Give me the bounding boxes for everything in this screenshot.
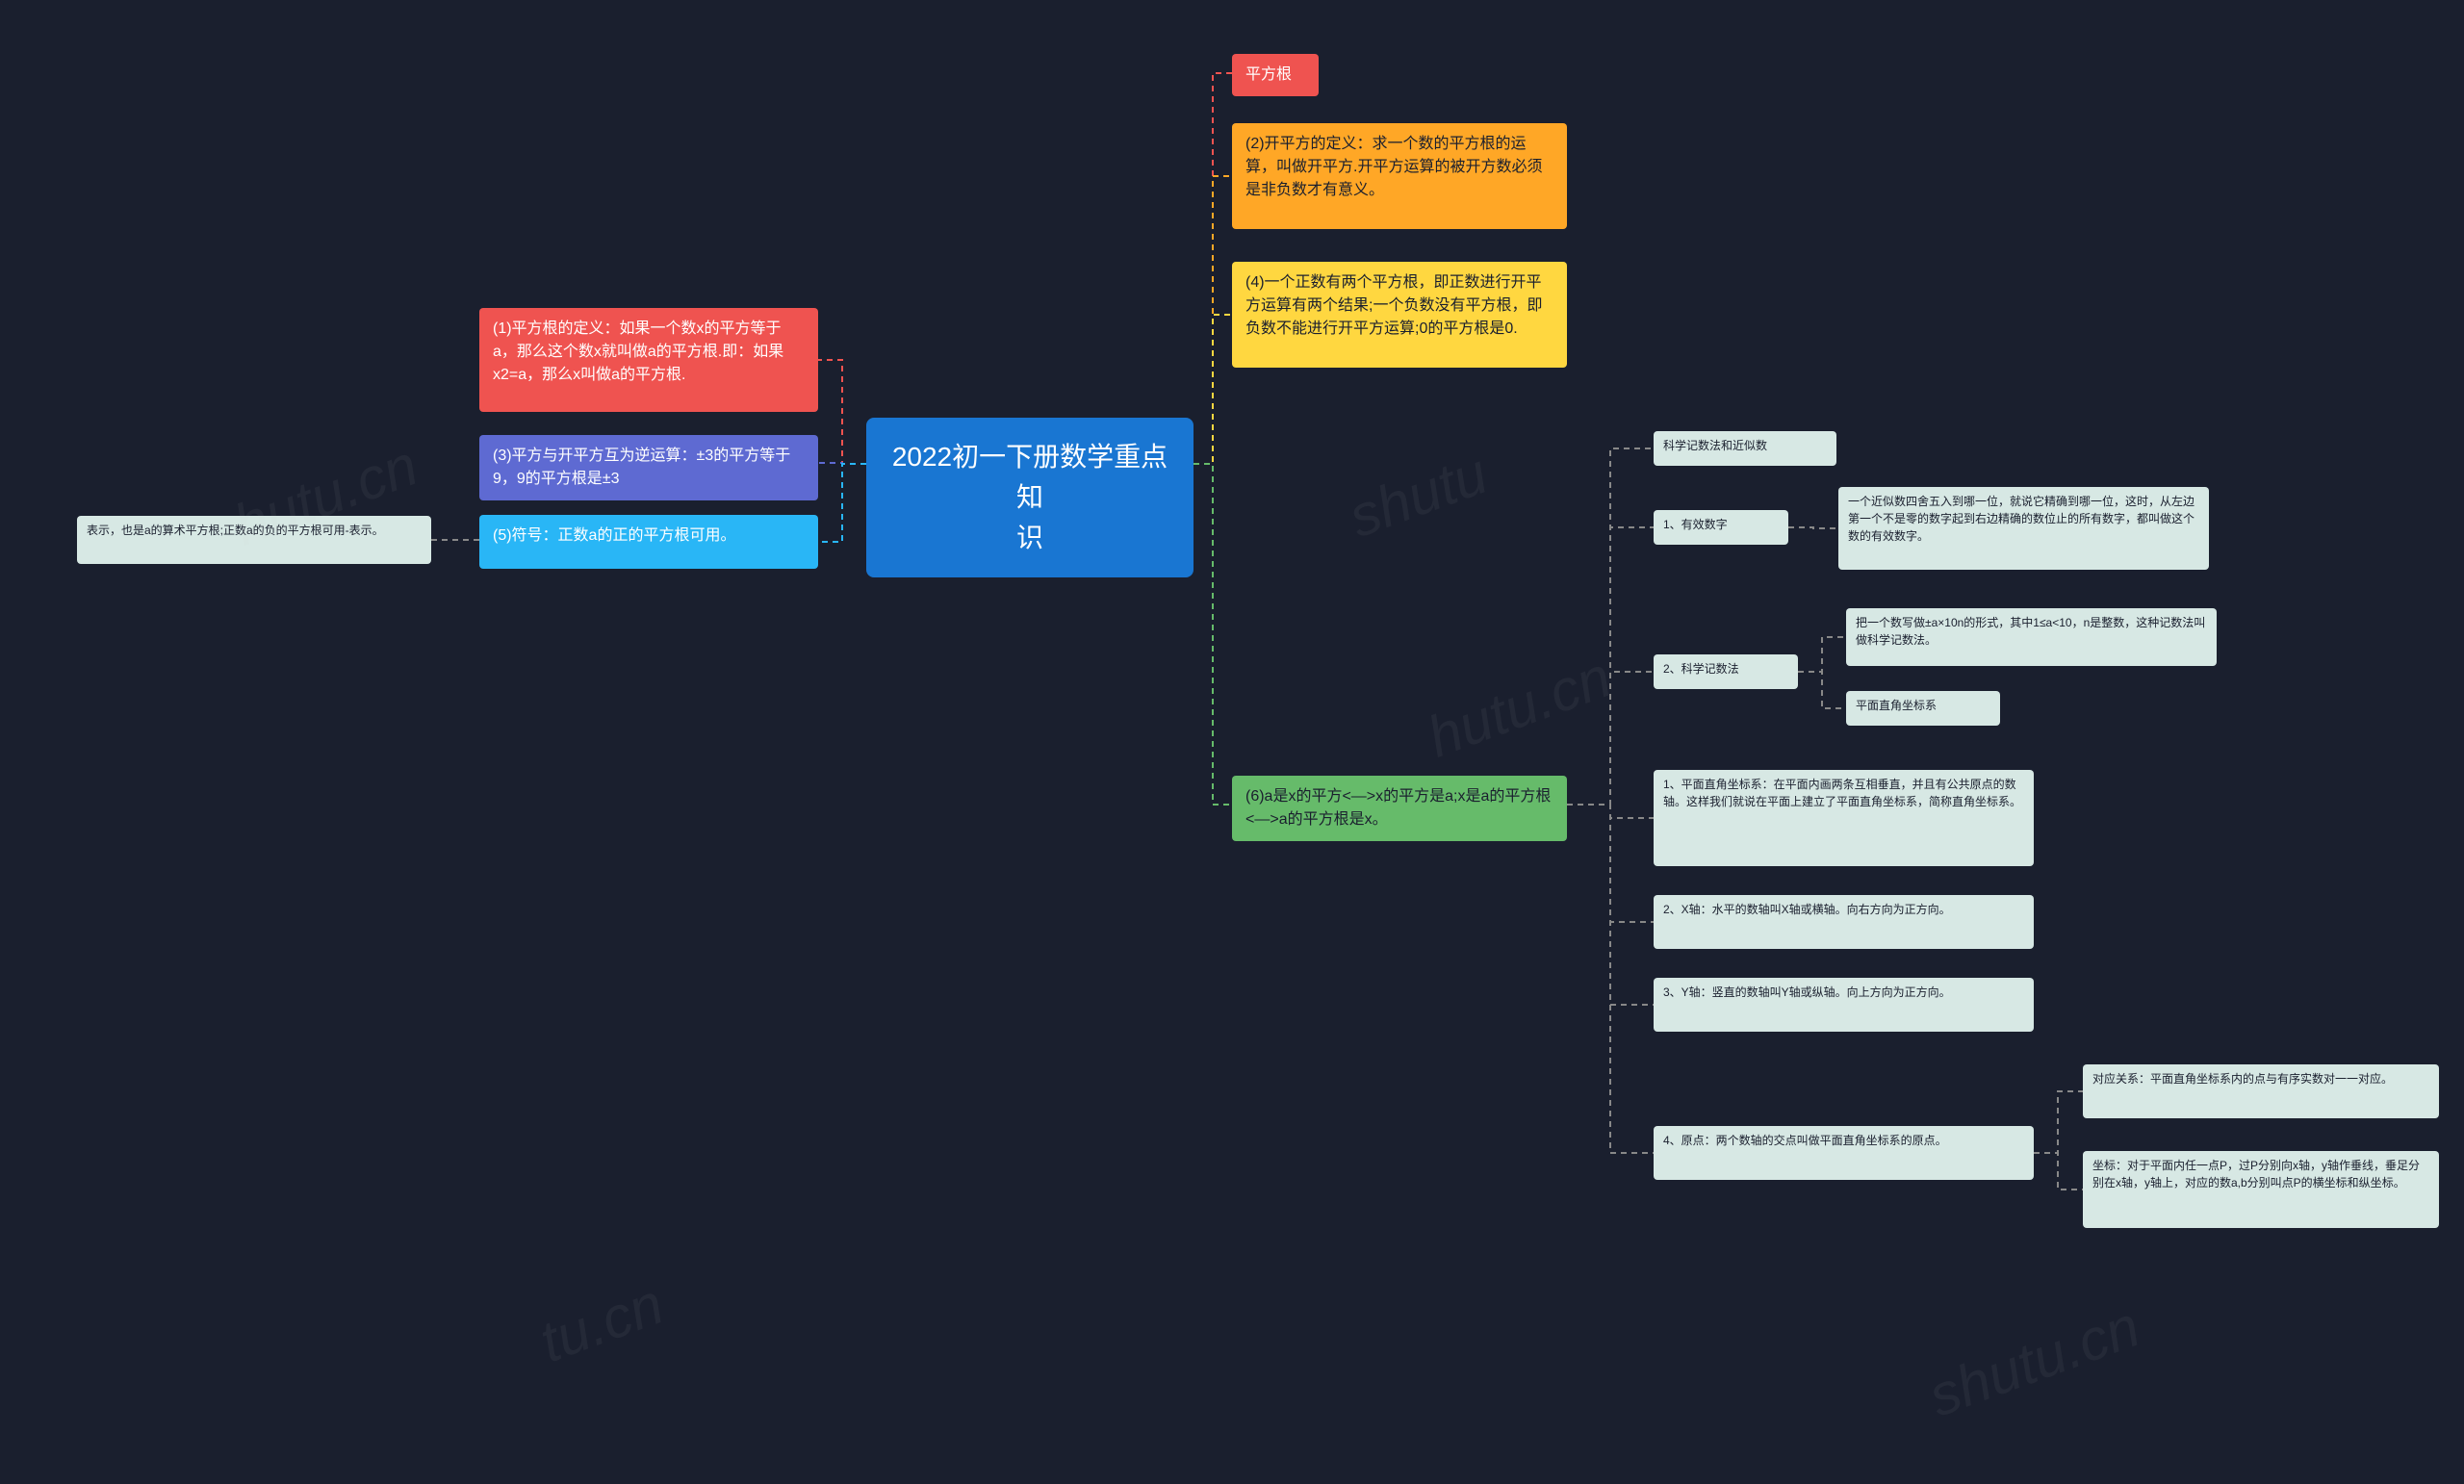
node-r6b[interactable]: 1、有效数字 (1654, 510, 1788, 545)
center-node[interactable]: 2022初一下册数学重点知 识 (866, 418, 1194, 577)
watermark: tu.cn (531, 1270, 672, 1375)
node-r6c2[interactable]: 平面直角坐标系 (1846, 691, 2000, 726)
node-r6g[interactable]: 4、原点：两个数轴的交点叫做平面直角坐标系的原点。 (1654, 1126, 2034, 1180)
node-r4[interactable]: (4)一个正数有两个平方根，即正数进行开平方运算有两个结果;一个负数没有平方根，… (1232, 262, 1567, 368)
node-b5a[interactable]: 表示，也是a的算术平方根;正数a的负的平方根可用-表示。 (77, 516, 431, 564)
node-b5[interactable]: (5)符号：正数a的正的平方根可用。 (479, 515, 818, 569)
node-r6e[interactable]: 2、X轴：水平的数轴叫X轴或横轴。向右方向为正方向。 (1654, 895, 2034, 949)
node-r6b1[interactable]: 一个近似数四舍五入到哪一位，就说它精确到哪一位，这时，从左边第一个不是零的数字起… (1838, 487, 2209, 570)
watermark: shutu.cn (1920, 1292, 2148, 1429)
node-r6d[interactable]: 1、平面直角坐标系：在平面内画两条互相垂直，并且有公共原点的数轴。这样我们就说在… (1654, 770, 2034, 866)
node-r6a[interactable]: 科学记数法和近似数 (1654, 431, 1836, 466)
node-r2[interactable]: (2)开平方的定义：求一个数的平方根的运算，叫做开平方.开平方运算的被开方数必须… (1232, 123, 1567, 229)
node-r6[interactable]: (6)a是x的平方<—>x的平方是a;x是a的平方根<—>a的平方根是x。 (1232, 776, 1567, 841)
node-r6c[interactable]: 2、科学记数法 (1654, 654, 1798, 689)
node-r1[interactable]: 平方根 (1232, 54, 1319, 96)
watermark: shutu (1341, 440, 1497, 550)
node-r6c1[interactable]: 把一个数写做±a×10n的形式，其中1≤a<10，n是整数，这种记数法叫做科学记… (1846, 608, 2217, 666)
node-r6g2[interactable]: 坐标：对于平面内任一点P，过P分别向x轴，y轴作垂线，垂足分别在x轴，y轴上，对… (2083, 1151, 2439, 1228)
node-r6g1[interactable]: 对应关系：平面直角坐标系内的点与有序实数对一一对应。 (2083, 1064, 2439, 1118)
node-r6f[interactable]: 3、Y轴：竖直的数轴叫Y轴或纵轴。向上方向为正方向。 (1654, 978, 2034, 1032)
node-b1[interactable]: (1)平方根的定义：如果一个数x的平方等于a，那么这个数x就叫做a的平方根.即：… (479, 308, 818, 412)
node-b3[interactable]: (3)平方与开平方互为逆运算：±3的平方等于9，9的平方根是±3 (479, 435, 818, 500)
watermark: hutu.cn (1419, 643, 1620, 770)
